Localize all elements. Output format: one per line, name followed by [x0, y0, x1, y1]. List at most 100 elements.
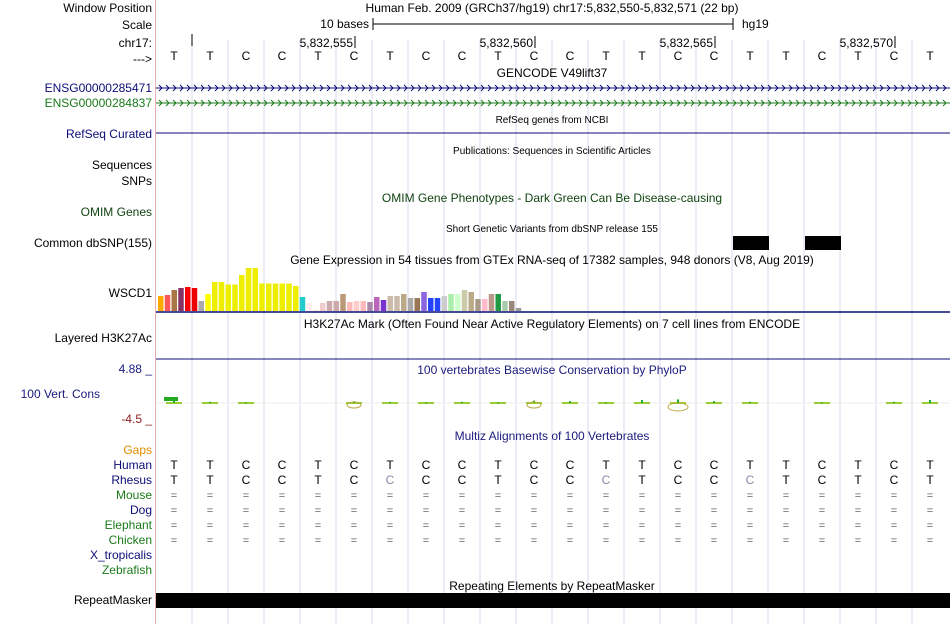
gtex-tissue-bar[interactable] [259, 283, 265, 312]
gtex-tissue-bar[interactable] [360, 301, 367, 311]
dbsnp-variant-2[interactable] [805, 236, 841, 250]
gtex-tissue-bar[interactable] [164, 295, 171, 311]
gene-ensg00000285471[interactable] [156, 84, 950, 92]
gtex-tissue-bar[interactable] [407, 298, 414, 311]
label-species-chicken[interactable]: Chicken [108, 533, 152, 547]
label-sequences[interactable]: Sequences [91, 158, 152, 172]
base-letter: T [926, 49, 934, 63]
gtex-tissue-bar[interactable] [441, 296, 448, 311]
gtex-tissue-bar[interactable] [428, 298, 434, 311]
label-gene-ensg00000285471[interactable]: ENSG00000285471 [44, 81, 152, 95]
rhesus-base: C [386, 473, 395, 487]
gtex-tissue-bar[interactable] [455, 294, 461, 311]
label-100-vert-cons[interactable]: 100 Vert. Cons [20, 387, 100, 401]
label-layered-h3k27ac[interactable]: Layered H3K27Ac [54, 331, 152, 345]
gtex-tissue-bar[interactable] [434, 298, 441, 311]
gtex-tissue-bar[interactable] [401, 294, 407, 311]
gtex-tissue-bar[interactable] [502, 301, 508, 311]
label-species-rhesus[interactable]: Rhesus [111, 473, 152, 487]
gtex-tissue-bar[interactable] [239, 275, 245, 311]
gtex-tissue-bar[interactable] [448, 294, 454, 311]
gtex-tissue-bar[interactable] [374, 297, 380, 311]
gtex-tissue-bar[interactable] [367, 302, 373, 311]
label-species-dog[interactable]: Dog [129, 503, 152, 517]
gtex-tissue-bar[interactable] [293, 286, 299, 311]
gtex-tissue-bar[interactable] [245, 268, 252, 311]
gtex-tissue-bar[interactable] [185, 287, 191, 311]
dbsnp-variant-1[interactable] [733, 236, 769, 250]
gtex-tissue-bar[interactable] [191, 288, 198, 311]
strand-arrow [851, 84, 856, 92]
label-gaps[interactable]: Gaps [123, 443, 152, 457]
gtex-tissue-bar[interactable] [158, 296, 164, 311]
gtex-tissue-bar[interactable] [509, 301, 515, 311]
human-base: T [854, 458, 862, 472]
gtex-tissue-bar[interactable] [340, 294, 346, 311]
strand-arrow [235, 99, 240, 107]
label-refseq-curated[interactable]: RefSeq Curated [65, 127, 152, 141]
label-common-dbsnp[interactable]: Common dbSNP(155) [33, 236, 152, 250]
rhesus-base: T [314, 473, 322, 487]
strand-arrow [361, 84, 366, 92]
label-species-human[interactable]: Human [113, 458, 152, 472]
label-species-x-tropicalis[interactable]: X_tropicalis [89, 548, 152, 562]
gtex-tissue-bar[interactable] [218, 282, 225, 311]
gtex-tissue-bar[interactable] [468, 292, 475, 311]
gtex-tissue-bar[interactable] [306, 303, 313, 311]
gtex-tissue-bar[interactable] [488, 294, 495, 311]
label-species-mouse[interactable]: Mouse [115, 488, 152, 502]
gtex-tissue-bar[interactable] [421, 292, 427, 311]
browser-track-area[interactable]: Human Feb. 2009 (GRCh37/hg19) chr17:5,83… [156, 0, 950, 624]
gtex-tissue-bar[interactable] [347, 302, 353, 311]
strand-arrow [823, 99, 828, 107]
gtex-tissue-bar[interactable] [320, 303, 326, 311]
gtex-tissue-bar[interactable] [212, 282, 218, 311]
phylop-logo-mark [526, 401, 542, 409]
gtex-tissue-bar[interactable] [333, 301, 340, 311]
gtex-tissue-bar[interactable] [313, 310, 319, 311]
label-repeatmasker[interactable]: RepeatMasker [73, 593, 152, 607]
gtex-tissue-bar[interactable] [171, 290, 178, 311]
gtex-tissue-bar[interactable] [387, 296, 394, 311]
human-base: C [350, 458, 359, 472]
gtex-tissue-bar[interactable] [198, 301, 205, 311]
gtex-tissue-bar[interactable] [225, 284, 232, 312]
gtex-tissue-bar[interactable] [299, 297, 306, 311]
strand-arrow [634, 99, 639, 107]
aligned-equal-mark: = [747, 520, 753, 532]
gtex-tissue-bar[interactable] [461, 290, 468, 311]
base-letter: C [422, 49, 431, 63]
track-canvas[interactable]: Human Feb. 2009 (GRCh37/hg19) chr17:5,83… [156, 0, 950, 624]
gtex-tissue-bar[interactable] [515, 308, 522, 311]
gtex-tissue-bar[interactable] [205, 294, 211, 311]
gtex-tissue-bar[interactable] [495, 294, 502, 311]
gtex-tissue-bar[interactable] [326, 301, 333, 311]
gene-ensg00000284837[interactable] [156, 99, 950, 107]
label-gene-ensg00000284837[interactable]: ENSG00000284837 [44, 96, 152, 110]
gtex-tissue-bar[interactable] [272, 283, 279, 312]
gtex-tissue-bar[interactable] [252, 268, 259, 311]
gtex-tissue-bar[interactable] [232, 284, 238, 312]
strand-arrow [648, 99, 653, 107]
strand-arrow [487, 99, 492, 107]
label-omim-genes[interactable]: OMIM Genes [80, 205, 152, 219]
label-species-zebrafish[interactable]: Zebrafish [101, 563, 152, 577]
gtex-tissue-bar[interactable] [353, 301, 360, 311]
gtex-tissue-bar[interactable] [380, 300, 387, 311]
strand-arrow [634, 84, 639, 92]
label-species-elephant[interactable]: Elephant [104, 518, 152, 532]
gtex-tissue-bar[interactable] [279, 283, 286, 312]
label-wscd1[interactable]: WSCD1 [108, 286, 152, 300]
gtex-tissue-bar[interactable] [394, 296, 400, 311]
label-snps[interactable]: SNPs [121, 174, 152, 188]
gtex-tissue-bar[interactable] [482, 299, 488, 311]
base-letter: C [674, 49, 683, 63]
gtex-tissue-bar[interactable] [178, 288, 184, 311]
gtex-tissue-bar[interactable] [286, 283, 292, 312]
gtex-tissue-bar[interactable] [266, 283, 272, 312]
repeatmasker-element[interactable] [156, 593, 950, 608]
gtex-tissue-bar[interactable] [414, 298, 421, 311]
human-base: T [746, 458, 754, 472]
gtex-tissue-bar[interactable] [475, 299, 481, 311]
strand-arrow [844, 99, 849, 107]
